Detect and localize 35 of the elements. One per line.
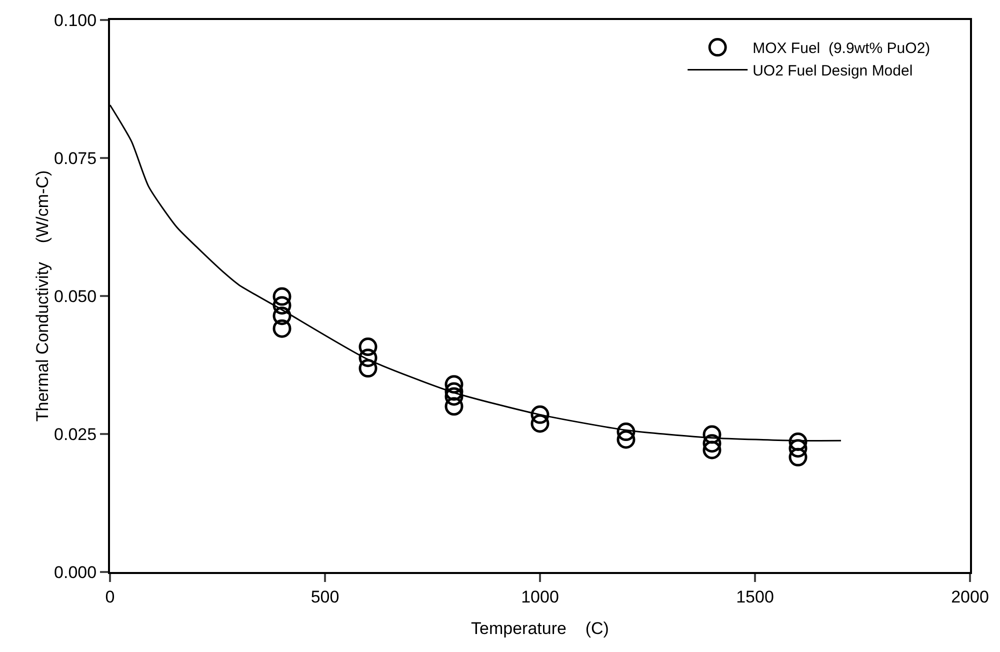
legend-label: MOX Fuel (9.9wt% PuO2) — [752, 40, 930, 58]
point — [358, 348, 378, 368]
point — [358, 338, 378, 356]
x-tick-label: 1500 — [736, 587, 774, 606]
y-tick-label: 0.075 — [54, 148, 97, 168]
y-axis-title: Thermal Conductivity (W/cm-C) — [33, 170, 52, 422]
x-tick-label: 2000 — [951, 587, 989, 606]
x-tick-label: 0 — [105, 587, 115, 606]
point — [272, 319, 292, 338]
x-tick-label: 500 — [310, 587, 340, 606]
x-tick-label: 1000 — [521, 587, 559, 606]
x-axis-title: Temperature (C) — [471, 619, 609, 638]
y-tick-label: 0.025 — [54, 424, 97, 444]
y-tick-label: 0.100 — [54, 10, 97, 30]
point — [616, 430, 636, 449]
point — [444, 387, 464, 406]
point — [788, 448, 808, 466]
point — [272, 287, 292, 306]
point — [788, 439, 808, 458]
point — [702, 434, 722, 453]
point — [444, 397, 464, 416]
point — [702, 425, 722, 444]
point — [530, 414, 550, 433]
point — [788, 432, 808, 451]
point — [272, 296, 292, 315]
point — [444, 382, 464, 401]
point — [358, 359, 378, 378]
point — [616, 422, 636, 442]
legend-label: UO2 Fuel Design Model — [752, 62, 913, 80]
point — [444, 375, 464, 394]
point — [530, 405, 550, 424]
y-tick-label: 0.000 — [54, 562, 97, 582]
point — [272, 306, 292, 326]
point — [702, 440, 722, 460]
y-tick-label: 0.050 — [54, 286, 97, 306]
